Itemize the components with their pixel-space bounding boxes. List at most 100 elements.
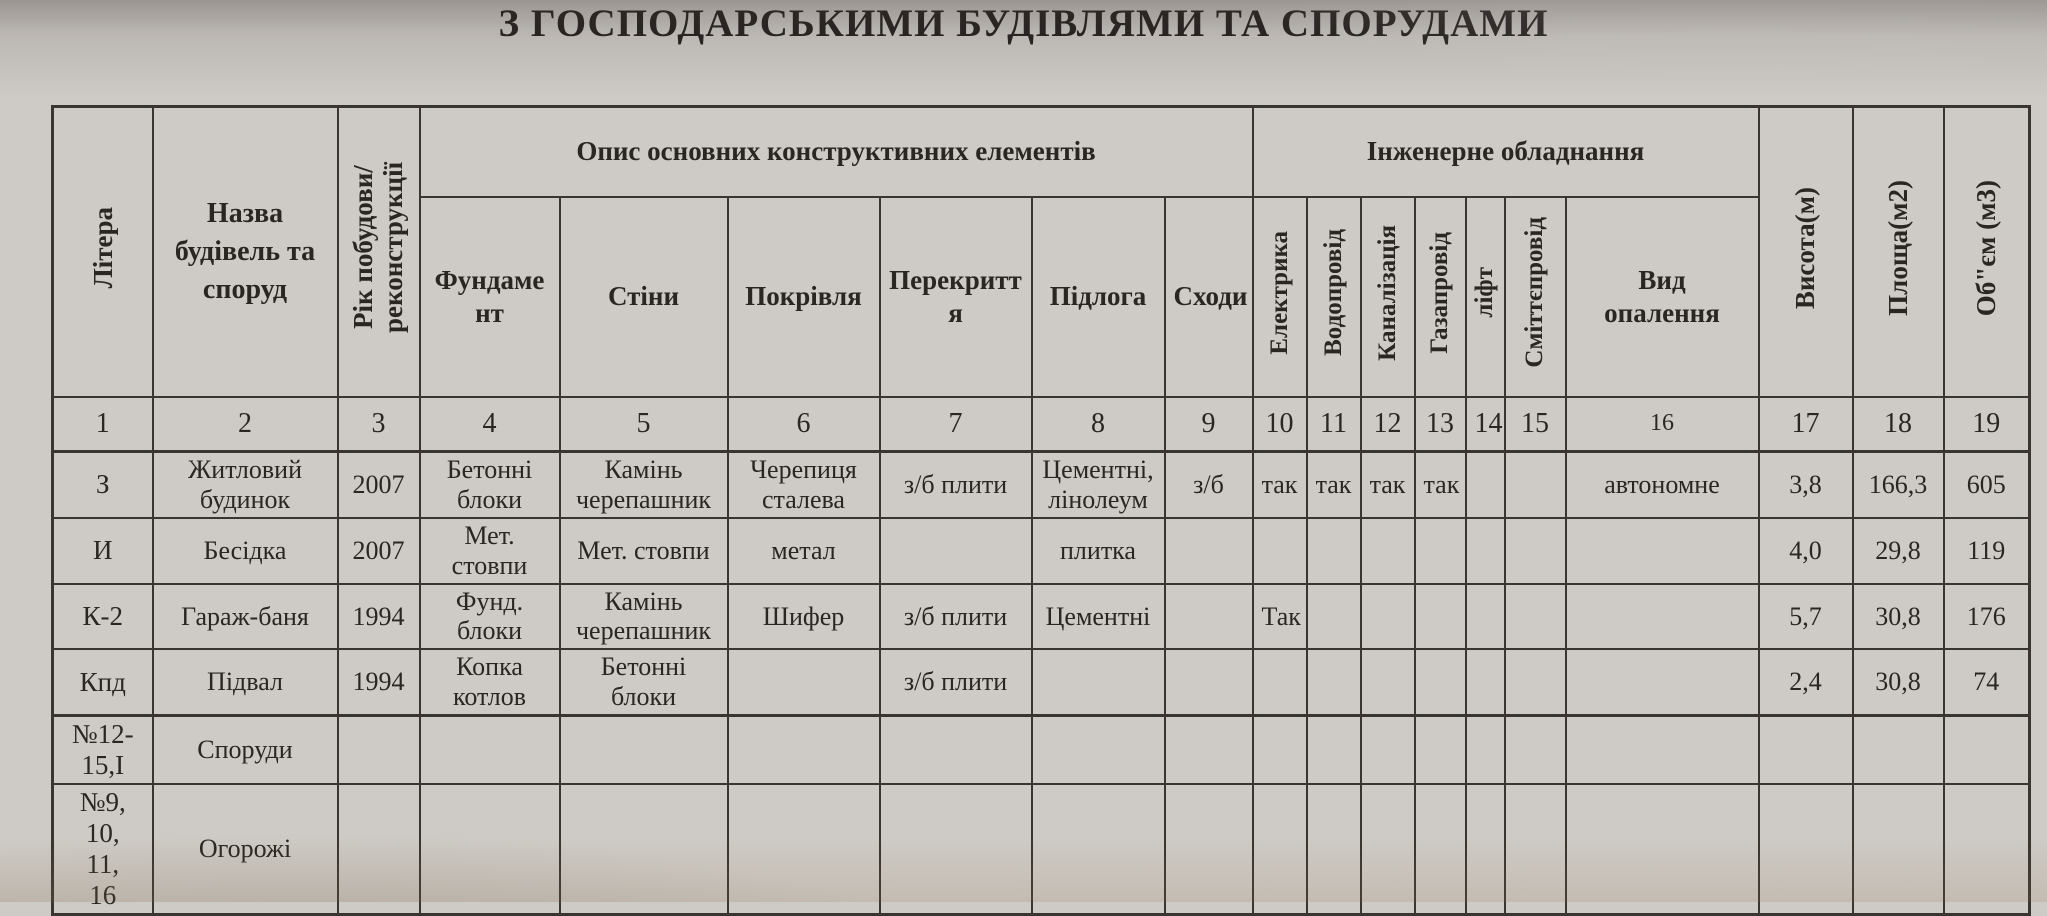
col-header-sewerage: Каналізація	[1359, 195, 1416, 398]
table-row: №12- 15,I Споруди	[51, 714, 2031, 786]
table-cell: 1994	[336, 648, 421, 717]
table-cell: Житловий будинок	[151, 450, 339, 519]
table-cell	[1163, 648, 1254, 717]
table-cell	[1503, 450, 1567, 519]
table-cell	[418, 783, 561, 916]
table-cell	[336, 783, 421, 916]
table-row: №9, 10, 11, 16 Огорожі	[51, 783, 2031, 916]
col-header-walls: Стіни	[558, 195, 729, 398]
col-header-name: Назва будівель та споруд	[151, 105, 339, 398]
col-header-sewerage-label: Каналізація	[1373, 224, 1401, 361]
table-cell	[1305, 783, 1362, 916]
table-cell	[1464, 450, 1506, 519]
table-cell: 30,8	[1851, 582, 1945, 651]
table-cell	[1503, 516, 1567, 585]
col-header-garbage-chute-label: Сміттєпровід	[1521, 217, 1548, 368]
table-cell	[1305, 516, 1362, 585]
table-cell: з/б плити	[878, 648, 1033, 717]
table-cell	[1464, 783, 1506, 916]
table-cell	[1305, 582, 1362, 651]
table-cell	[1359, 714, 1416, 786]
table-cell	[1464, 714, 1506, 786]
table-cell	[1305, 648, 1362, 717]
column-number: 10	[1251, 395, 1308, 453]
table-cell	[1564, 582, 1760, 651]
table-cell: И	[51, 516, 154, 585]
table-cell	[558, 714, 729, 786]
table-cell: 2007	[336, 516, 421, 585]
table-cell: Цементні, лінолеум	[1030, 450, 1166, 519]
table-cell: Бетонні блоки	[558, 648, 729, 717]
table-cell	[1413, 648, 1467, 717]
table-cell: Камінь черепашник	[558, 450, 729, 519]
table-cell: Бесідка	[151, 516, 339, 585]
table-cell: 2007	[336, 450, 421, 519]
table-cell	[1163, 714, 1254, 786]
table-cell: 1994	[336, 582, 421, 651]
table-cell: Огорожі	[151, 783, 339, 916]
table-cell	[1503, 648, 1567, 717]
table-cell	[726, 648, 881, 717]
col-header-roof: Покрівля	[726, 195, 881, 398]
table-cell: Кпд	[51, 648, 154, 717]
table-cell: 119	[1942, 516, 2031, 585]
table-cell	[1359, 582, 1416, 651]
table-cell	[1413, 516, 1467, 585]
col-header-heating: Вид опалення	[1564, 195, 1760, 398]
col-header-name-label: Назва будівель та споруд	[174, 198, 316, 305]
table-cell	[1851, 783, 1945, 916]
col-header-electricity-label: Електрика	[1265, 230, 1293, 355]
column-number: 18	[1851, 395, 1945, 453]
col-header-height-label: Висота(м)	[1790, 186, 1821, 309]
column-number: 12	[1359, 395, 1416, 453]
table-cell: 5,7	[1757, 582, 1854, 651]
table-cell	[1464, 582, 1506, 651]
table-cell: Споруди	[151, 714, 339, 786]
table-cell	[726, 783, 881, 916]
column-number: 14	[1464, 395, 1506, 453]
col-header-water: Водопровід	[1305, 195, 1362, 398]
column-number: 11	[1305, 395, 1362, 453]
table-cell: з/б	[1163, 450, 1254, 519]
group-header-engineering: Інженерне обладнання	[1251, 105, 1760, 198]
table-cell	[418, 714, 561, 786]
table-row: К-2 Гараж-баня 1994 Фунд. блоки Камінь череп…	[51, 582, 2031, 651]
table-cell	[1305, 714, 1362, 786]
table-cell	[1030, 648, 1166, 717]
table-row: Кпд Підвал 1994 Копка котлов Бетонні блоки з/…	[51, 648, 2031, 717]
table-header: Літера Назва будівель та споруд Рік побу…	[51, 105, 2031, 453]
table-cell	[1503, 714, 1567, 786]
table-cell	[1251, 783, 1308, 916]
column-number: 15	[1503, 395, 1567, 453]
col-header-garbage-chute: Сміттєпровід	[1503, 195, 1567, 398]
column-number: 4	[418, 395, 561, 453]
col-header-lift: ліфт	[1464, 195, 1506, 398]
col-header-heating-label: Вид опалення	[1604, 264, 1720, 328]
table-cell: так	[1413, 450, 1467, 519]
column-number: 17	[1757, 395, 1854, 453]
col-header-volume: Об"єм (м3)	[1942, 105, 2031, 398]
table-cell	[1163, 783, 1254, 916]
column-number: 8	[1030, 395, 1166, 453]
table-cell: К-2	[51, 582, 154, 651]
table-cell: так	[1359, 450, 1416, 519]
buildings-table: Літера Назва будівель та споруд Рік побу…	[51, 105, 2031, 916]
table-cell	[1030, 783, 1166, 916]
table-cell: з/б плити	[878, 582, 1033, 651]
table-cell: плитка	[1030, 516, 1166, 585]
group-header-construction: Опис основних конструктивних елементів	[418, 105, 1254, 198]
column-number: 13	[1413, 395, 1467, 453]
column-numbers-row: 1 2 3 4 5 6 7 8 9 10 11 12 13 14 15 16 1…	[51, 395, 2031, 453]
col-header-letter-label: Літера	[87, 207, 118, 289]
table-cell: 3,8	[1757, 450, 1854, 519]
table-cell: №9, 10, 11, 16	[51, 783, 154, 916]
table-cell	[1251, 516, 1308, 585]
table-cell	[1163, 582, 1254, 651]
col-header-volume-label: Об"єм (м3)	[1971, 179, 2002, 316]
table-cell	[726, 714, 881, 786]
table-cell	[878, 714, 1033, 786]
table-cell	[1163, 516, 1254, 585]
table-cell	[878, 516, 1033, 585]
col-header-lift-label: ліфт	[1471, 267, 1498, 318]
table-cell	[1564, 783, 1760, 916]
